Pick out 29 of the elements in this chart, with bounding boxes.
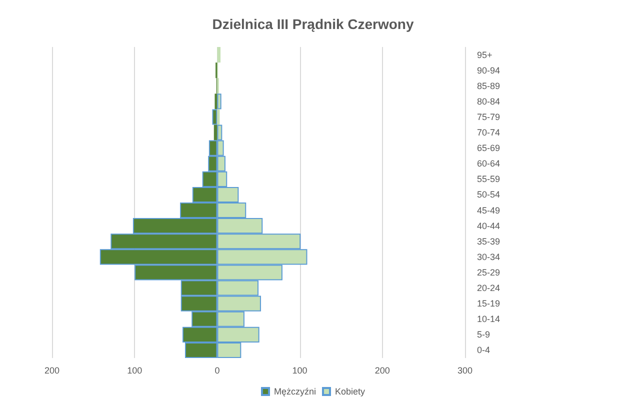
y-tick-label: 10-14 <box>477 314 500 324</box>
y-tick-label: 80-84 <box>477 96 500 106</box>
y-tick-label: 50-54 <box>477 190 500 200</box>
x-tick-label: 100 <box>127 366 142 376</box>
x-tick-label: 100 <box>292 366 308 376</box>
x-tick-label: 200 <box>374 366 390 376</box>
legend-label: Kobiety <box>334 386 366 396</box>
y-tick-label: 15-19 <box>477 298 500 309</box>
y-tick-label: 90-94 <box>477 65 500 76</box>
chart-title: Dzielnica III Prądnik Czerwony <box>212 16 414 32</box>
y-tick-label: 60-64 <box>477 158 500 169</box>
y-tick-label: 0-4 <box>477 345 490 356</box>
x-tick-label: 0 <box>214 366 220 376</box>
y-tick-label: 85-89 <box>477 80 500 91</box>
y-tick-label: 40-44 <box>477 220 500 231</box>
y-tick-label: 35-39 <box>477 236 500 246</box>
y-tick-label: 70-74 <box>477 128 500 138</box>
y-tick-label: 55-59 <box>477 174 500 184</box>
y-tick-label: 5-9 <box>477 330 490 340</box>
y-tick-label: 20-24 <box>477 283 500 294</box>
y-tick-label: 75-79 <box>477 112 500 122</box>
y-tick-label: 25-29 <box>477 267 500 278</box>
x-tick-label: 200 <box>44 366 60 376</box>
y-tick-label: 65-69 <box>477 143 500 154</box>
y-tick-label: 30-34 <box>477 252 500 262</box>
legend-label: Mężczyźni <box>274 386 316 396</box>
y-tick-label: 95+ <box>477 50 492 60</box>
x-tick-label: 300 <box>457 366 473 376</box>
y-tick-label: 45-49 <box>477 205 500 216</box>
